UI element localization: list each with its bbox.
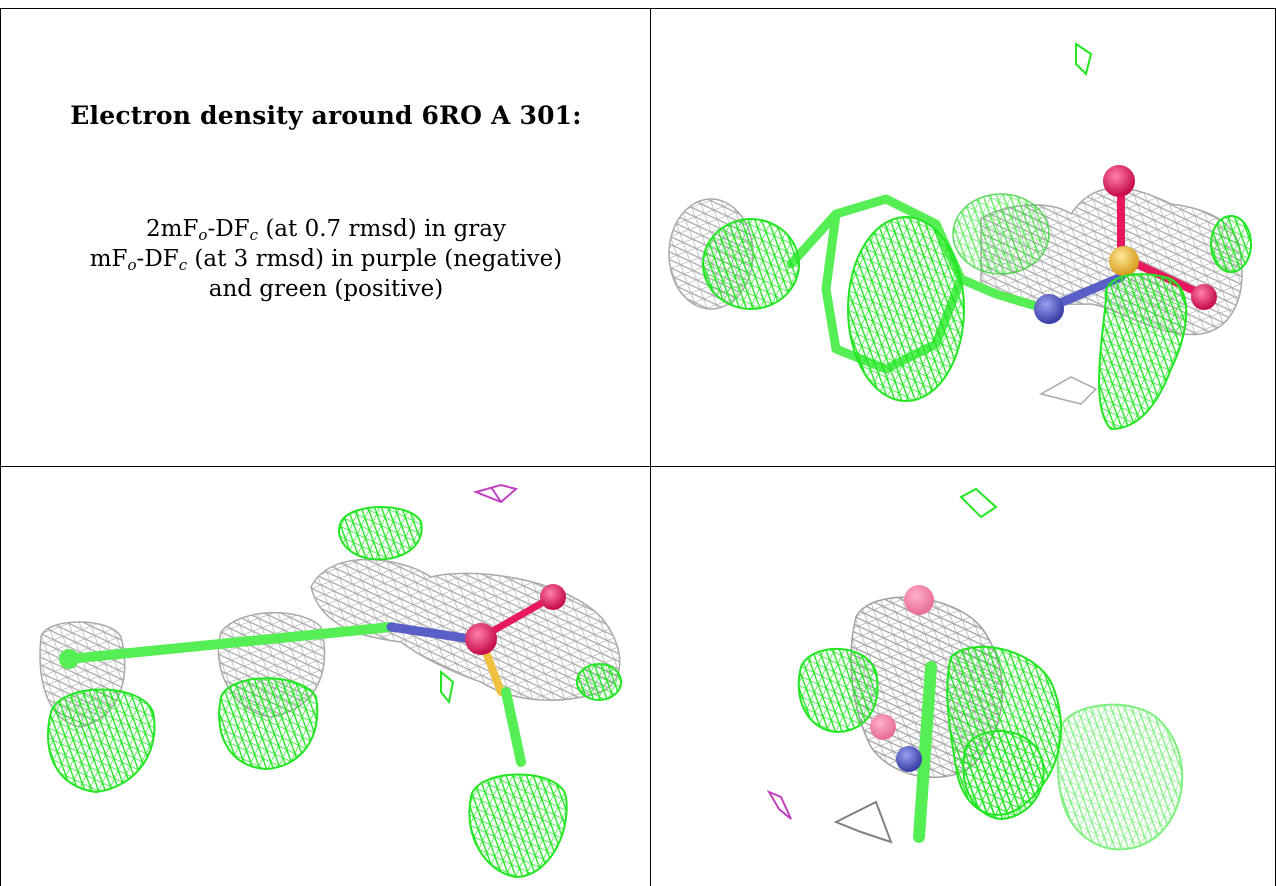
green-mesh-blob — [218, 677, 319, 771]
green-mesh-blob — [952, 193, 1050, 275]
carbon-bond — [501, 687, 526, 767]
view-bottom-left — [1, 467, 650, 886]
green-mesh-blob — [847, 216, 965, 402]
carbon-bond — [64, 622, 396, 664]
green-mesh-blob — [338, 506, 423, 561]
oxygen-atom — [870, 714, 896, 740]
table-border-middle — [650, 8, 651, 886]
gray-mesh-small — [833, 800, 893, 844]
table-border-left — [0, 8, 1, 886]
n-bond — [386, 622, 476, 644]
sulfur-atom — [1109, 246, 1139, 276]
green-mesh-blob — [576, 663, 622, 701]
s-o-bond — [487, 595, 553, 636]
purple-mesh-small — [766, 789, 792, 820]
nitrogen-atom — [1034, 294, 1064, 324]
figure-legend: 2mFo-DFc (at 0.7 rmsd) in gray mFo-DFc (… — [1, 214, 650, 304]
green-mesh-blob — [1098, 273, 1188, 431]
carbon-atom — [59, 649, 79, 669]
view-bottom-right — [651, 467, 1275, 886]
green-mesh-small — [440, 669, 455, 705]
green-mesh-blob — [468, 773, 568, 879]
carbon-bond — [913, 661, 937, 843]
green-mesh-blob — [47, 688, 156, 794]
legend-line-2fofc: 2mFo-DFc (at 0.7 rmsd) in gray — [146, 216, 506, 244]
oxygen-atom — [904, 585, 934, 615]
caption-cell: Electron density around 6RO A 301: 2mFo-… — [1, 9, 650, 466]
table-border-top — [0, 8, 1276, 9]
oxygen-atom — [465, 623, 497, 655]
green-mesh-small — [1075, 42, 1093, 76]
green-mesh-blob-faded — [1056, 703, 1184, 851]
purple-mesh-small — [472, 483, 519, 504]
legend-line-fofc: mFo-DFc (at 3 rmsd) in purple (negative) — [89, 246, 563, 274]
gray-mesh-small — [1038, 376, 1098, 405]
view-top-right — [651, 9, 1275, 466]
density-render — [766, 487, 1184, 851]
figure-title: Electron density around 6RO A 301: — [70, 101, 582, 130]
nitrogen-atom — [896, 746, 922, 772]
green-mesh-small — [959, 487, 998, 519]
table-border-row — [0, 466, 1276, 467]
green-mesh-blob — [962, 730, 1045, 821]
green-mesh-blob — [702, 218, 800, 310]
oxygen-atom — [1103, 165, 1135, 197]
oxygen-atom — [1191, 284, 1217, 310]
density-render — [39, 483, 622, 879]
legend-line-colors: and green (positive) — [208, 276, 444, 302]
oxygen-atom — [540, 584, 566, 610]
density-render — [668, 42, 1252, 431]
green-mesh-blob — [797, 647, 879, 734]
green-mesh-blob — [1210, 215, 1252, 273]
